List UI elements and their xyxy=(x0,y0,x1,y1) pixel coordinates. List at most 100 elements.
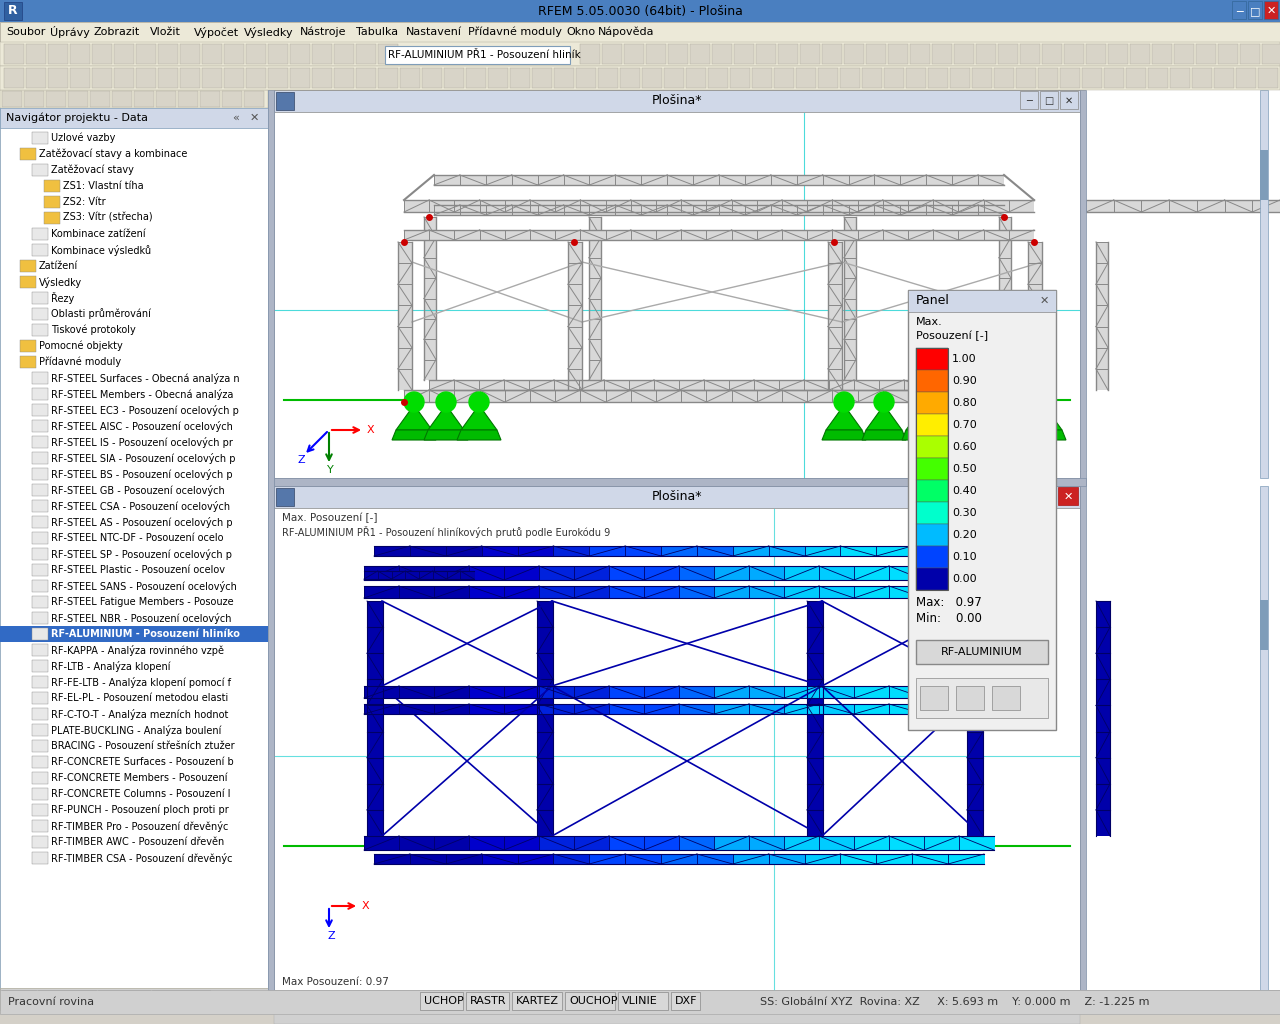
Text: □: □ xyxy=(1249,6,1261,16)
Bar xyxy=(32,580,49,592)
Bar xyxy=(136,68,156,88)
Bar xyxy=(783,836,820,850)
Bar xyxy=(385,46,570,63)
Polygon shape xyxy=(1027,406,1062,430)
Bar xyxy=(156,91,177,106)
Bar xyxy=(399,836,435,850)
Text: Tabulka: Tabulka xyxy=(356,27,398,37)
Bar xyxy=(625,546,662,556)
Bar xyxy=(32,372,49,384)
Bar xyxy=(644,586,680,598)
Bar xyxy=(32,708,49,720)
Bar xyxy=(916,392,948,414)
Text: Tiskové protokoly: Tiskové protokoly xyxy=(51,325,136,335)
Bar xyxy=(1260,486,1268,990)
Bar xyxy=(714,566,750,580)
Bar xyxy=(819,566,855,580)
Text: RF-ALUMINIUM - Posouzení hliníko: RF-ALUMINIUM - Posouzení hliníko xyxy=(51,629,239,639)
Polygon shape xyxy=(392,430,436,440)
Bar xyxy=(32,468,49,480)
Bar xyxy=(806,601,823,836)
Bar xyxy=(749,586,785,598)
Bar xyxy=(114,68,134,88)
Bar xyxy=(504,586,540,598)
Text: 0.70: 0.70 xyxy=(952,420,977,430)
Bar xyxy=(92,68,113,88)
Bar xyxy=(113,91,132,106)
Bar xyxy=(730,68,750,88)
Bar xyxy=(625,44,644,63)
Text: Nápověda: Nápověda xyxy=(598,27,654,37)
Bar xyxy=(643,68,662,88)
Bar xyxy=(841,546,877,556)
Text: Plošina*: Plošina* xyxy=(652,490,703,504)
Bar xyxy=(180,44,200,63)
Text: RF-STEEL NTC-DF - Posouzení ocelo: RF-STEEL NTC-DF - Posouzení ocelo xyxy=(51,534,224,543)
Polygon shape xyxy=(424,430,468,440)
Bar xyxy=(539,705,575,714)
Bar xyxy=(948,854,986,864)
Text: Výsledky: Výsledky xyxy=(156,993,202,1005)
Bar xyxy=(749,566,785,580)
Bar xyxy=(1085,200,1280,212)
Bar xyxy=(890,566,925,580)
Bar xyxy=(948,546,986,556)
Bar xyxy=(877,546,913,556)
Bar xyxy=(573,836,611,850)
Bar xyxy=(68,91,88,106)
Bar xyxy=(70,68,90,88)
Bar xyxy=(244,91,264,106)
Bar xyxy=(916,348,948,370)
Text: Přídavné moduly: Přídavné moduly xyxy=(468,27,562,37)
Bar xyxy=(178,91,198,106)
Bar xyxy=(20,260,36,272)
Bar xyxy=(1060,68,1080,88)
Text: 0.90: 0.90 xyxy=(952,376,977,386)
Text: RF-LTB - Analýza klopení: RF-LTB - Analýza klopení xyxy=(51,660,170,672)
Bar xyxy=(0,90,268,990)
Bar xyxy=(660,546,698,556)
Bar xyxy=(733,546,769,556)
Text: ─: ─ xyxy=(1235,6,1243,16)
Polygon shape xyxy=(461,406,497,430)
Bar xyxy=(756,44,776,63)
Bar xyxy=(32,772,49,784)
Bar xyxy=(609,686,645,698)
Text: Výsledky: Výsledky xyxy=(38,276,82,288)
Bar xyxy=(157,68,178,88)
Bar xyxy=(1064,44,1084,63)
Text: 0.20: 0.20 xyxy=(952,530,977,540)
Bar xyxy=(805,854,841,864)
Bar xyxy=(356,44,376,63)
Bar xyxy=(367,601,383,836)
Bar xyxy=(3,990,36,1008)
Bar xyxy=(32,564,49,575)
Bar xyxy=(867,44,886,63)
Text: Zatížení: Zatížení xyxy=(38,261,78,271)
Bar xyxy=(554,68,573,88)
Text: Zobrazit: Zobrazit xyxy=(93,27,141,37)
Text: Y: Y xyxy=(326,465,334,475)
Bar xyxy=(749,836,785,850)
Bar xyxy=(644,705,680,714)
Text: 0.40: 0.40 xyxy=(952,486,977,496)
Bar xyxy=(913,854,948,864)
Bar xyxy=(696,854,733,864)
Bar xyxy=(224,44,244,63)
Bar xyxy=(1248,1,1262,19)
Bar xyxy=(434,705,470,714)
Bar xyxy=(1039,91,1059,109)
Bar xyxy=(434,686,470,698)
Bar xyxy=(959,705,995,714)
Bar xyxy=(404,200,1034,212)
Bar xyxy=(819,586,855,598)
Bar xyxy=(410,854,447,864)
Text: Max:   0.97: Max: 0.97 xyxy=(916,596,982,608)
Bar xyxy=(928,68,948,88)
Bar xyxy=(99,990,150,1008)
Bar xyxy=(916,524,948,546)
Text: Pohledy: Pohledy xyxy=(102,994,143,1004)
Bar xyxy=(49,44,68,63)
Bar xyxy=(819,686,855,698)
Text: Okno: Okno xyxy=(566,27,595,37)
